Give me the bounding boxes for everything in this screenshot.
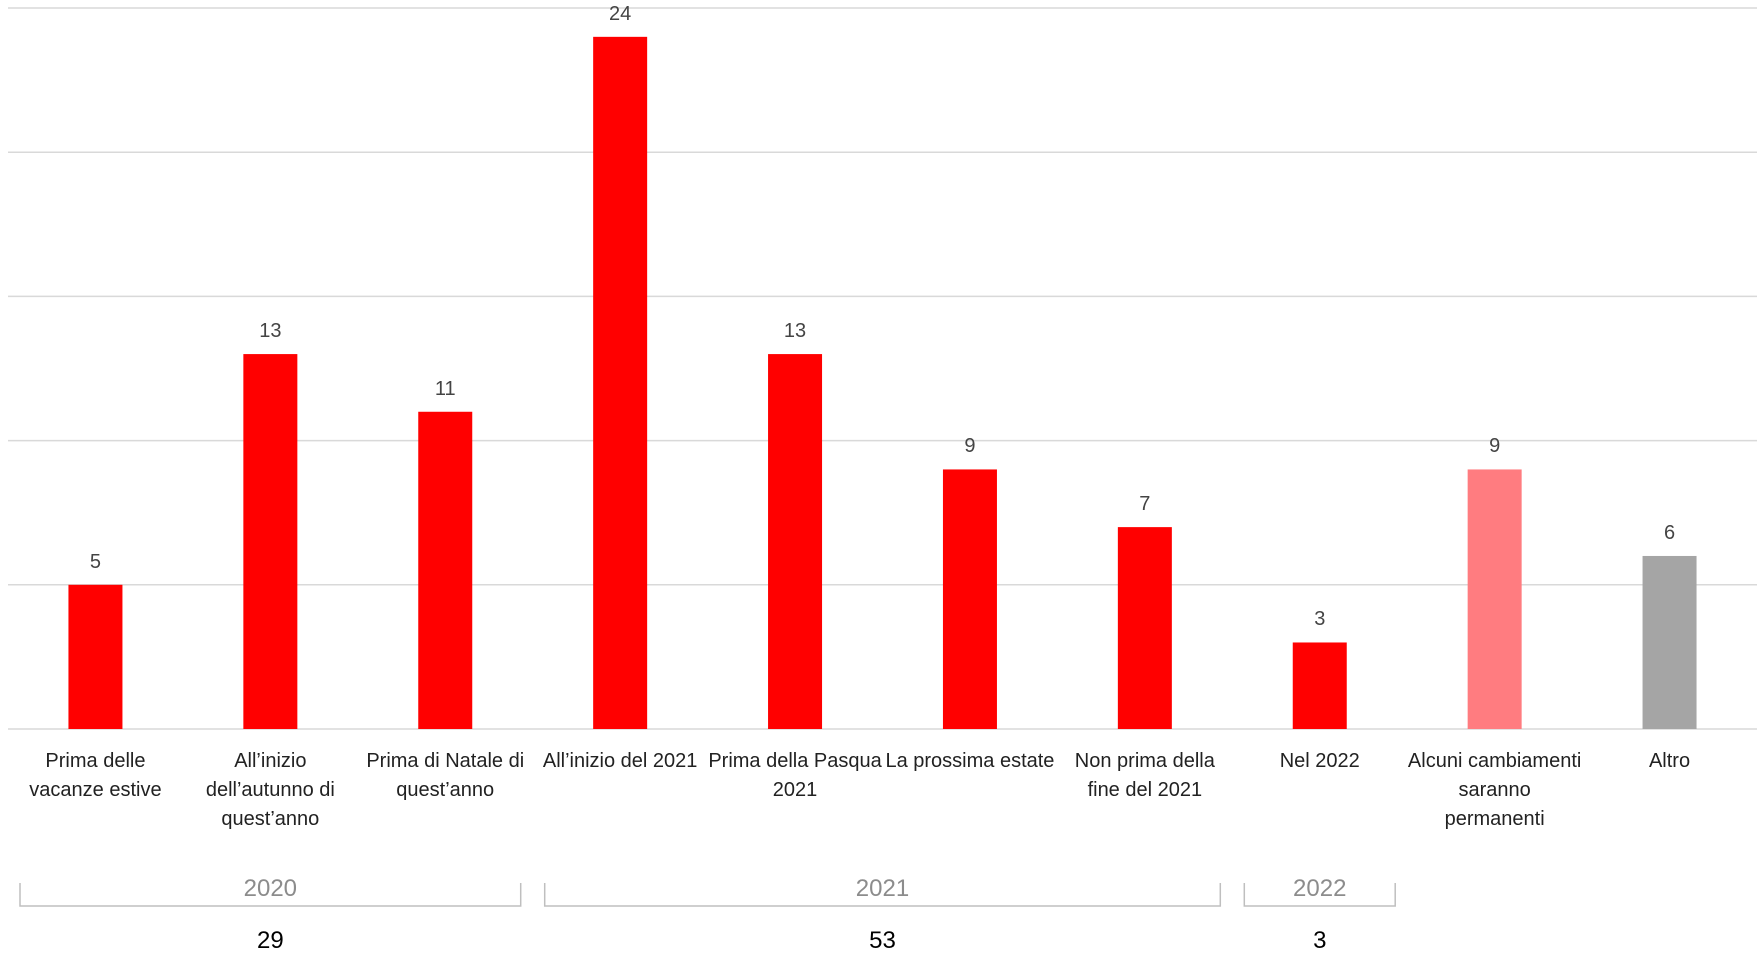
x-tick-label: Prima delle vacanze estive: [29, 750, 162, 801]
x-tick-label: La prossima estate: [885, 750, 1055, 772]
bar: [942, 469, 997, 729]
bar: [768, 354, 823, 729]
bar: [1292, 642, 1347, 729]
group-label: 2020: [243, 875, 298, 902]
bar: [1642, 555, 1697, 729]
bar: [1467, 469, 1522, 729]
bar: [243, 354, 298, 729]
x-tick-label: All’inizio del 2021: [542, 750, 698, 772]
value-label: 5: [89, 550, 101, 573]
bar: [68, 584, 123, 729]
bar: [1117, 527, 1172, 729]
group-label: 2021: [855, 875, 910, 902]
group-total: 29: [256, 927, 284, 954]
value-label: 9: [964, 435, 976, 458]
group-total: 53: [869, 927, 896, 954]
x-tick-label: Alcuni cambiamenti saranno permanenti: [1407, 750, 1582, 830]
value-label: 7: [1139, 493, 1151, 516]
x-tick-label: All’inizio dell’autunno di quest’anno: [205, 750, 335, 830]
group-total: 3: [1313, 927, 1327, 954]
value-label: 11: [434, 377, 456, 400]
value-label: 24: [609, 2, 632, 25]
value-label: 13: [783, 320, 807, 343]
value-label: 13: [259, 320, 282, 343]
x-tick-label: Altro: [1648, 750, 1691, 772]
value-label: 6: [1663, 521, 1676, 544]
bar: [418, 411, 473, 729]
group-bracket: [1243, 883, 1396, 907]
value-label: 3: [1314, 608, 1326, 631]
bar: [593, 36, 648, 729]
group-bracket: [543, 883, 1222, 907]
x-tick-label: Prima di Natale di quest’anno: [366, 750, 525, 801]
value-label: 9: [1489, 435, 1501, 458]
x-tick-label: Nel 2022: [1279, 750, 1360, 772]
x-tick-label: Prima della Pasqua 2021: [708, 750, 882, 801]
group-bracket: [19, 883, 522, 907]
group-label: 2022: [1293, 875, 1347, 902]
x-tick-label: Non prima della fine del 2021: [1074, 750, 1215, 801]
